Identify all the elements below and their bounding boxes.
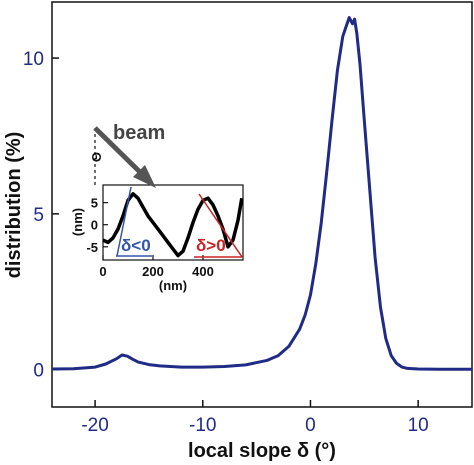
negative-slope-tangent <box>116 186 132 257</box>
inset-x-tick-label: 400 <box>192 264 214 279</box>
beam-label: beam <box>113 122 165 144</box>
plot-area <box>51 1 473 408</box>
x-tick-label: -10 <box>189 415 216 436</box>
beam-arrow-shaft <box>93 126 145 177</box>
y-tick-label: 0 <box>33 361 44 382</box>
y-tick-label: 5 <box>33 205 44 226</box>
inset-x-axis-label: (nm) <box>159 278 187 293</box>
x-tick-label: 10 <box>408 415 429 436</box>
y-tick-label: 10 <box>23 49 44 70</box>
y-axis-label: distribution (%) <box>3 132 25 279</box>
inset-y-tick-label: 5 <box>91 196 98 211</box>
positive-slope-tangent <box>198 193 243 258</box>
x-tick-label: 0 <box>305 415 316 436</box>
inset-x-tick-label: 200 <box>142 264 164 279</box>
inset-y-tick-label: -5 <box>86 240 98 255</box>
inset-y-axis-label: (nm) <box>70 208 85 236</box>
theta-label: Θ <box>89 152 104 162</box>
x-axis-label: local slope δ (°) <box>188 440 336 462</box>
negative-slope-label: δ<0 <box>121 236 151 255</box>
inset-y-tick-label: 0 <box>91 218 98 233</box>
positive-slope-label: δ>0 <box>196 236 226 255</box>
beam-arrow-head <box>133 165 156 188</box>
distribution-series-line <box>51 16 472 371</box>
x-tick-label: -20 <box>81 415 108 436</box>
inset-profile-line <box>102 192 244 258</box>
inset-x-tick-label: 0 <box>99 264 106 279</box>
